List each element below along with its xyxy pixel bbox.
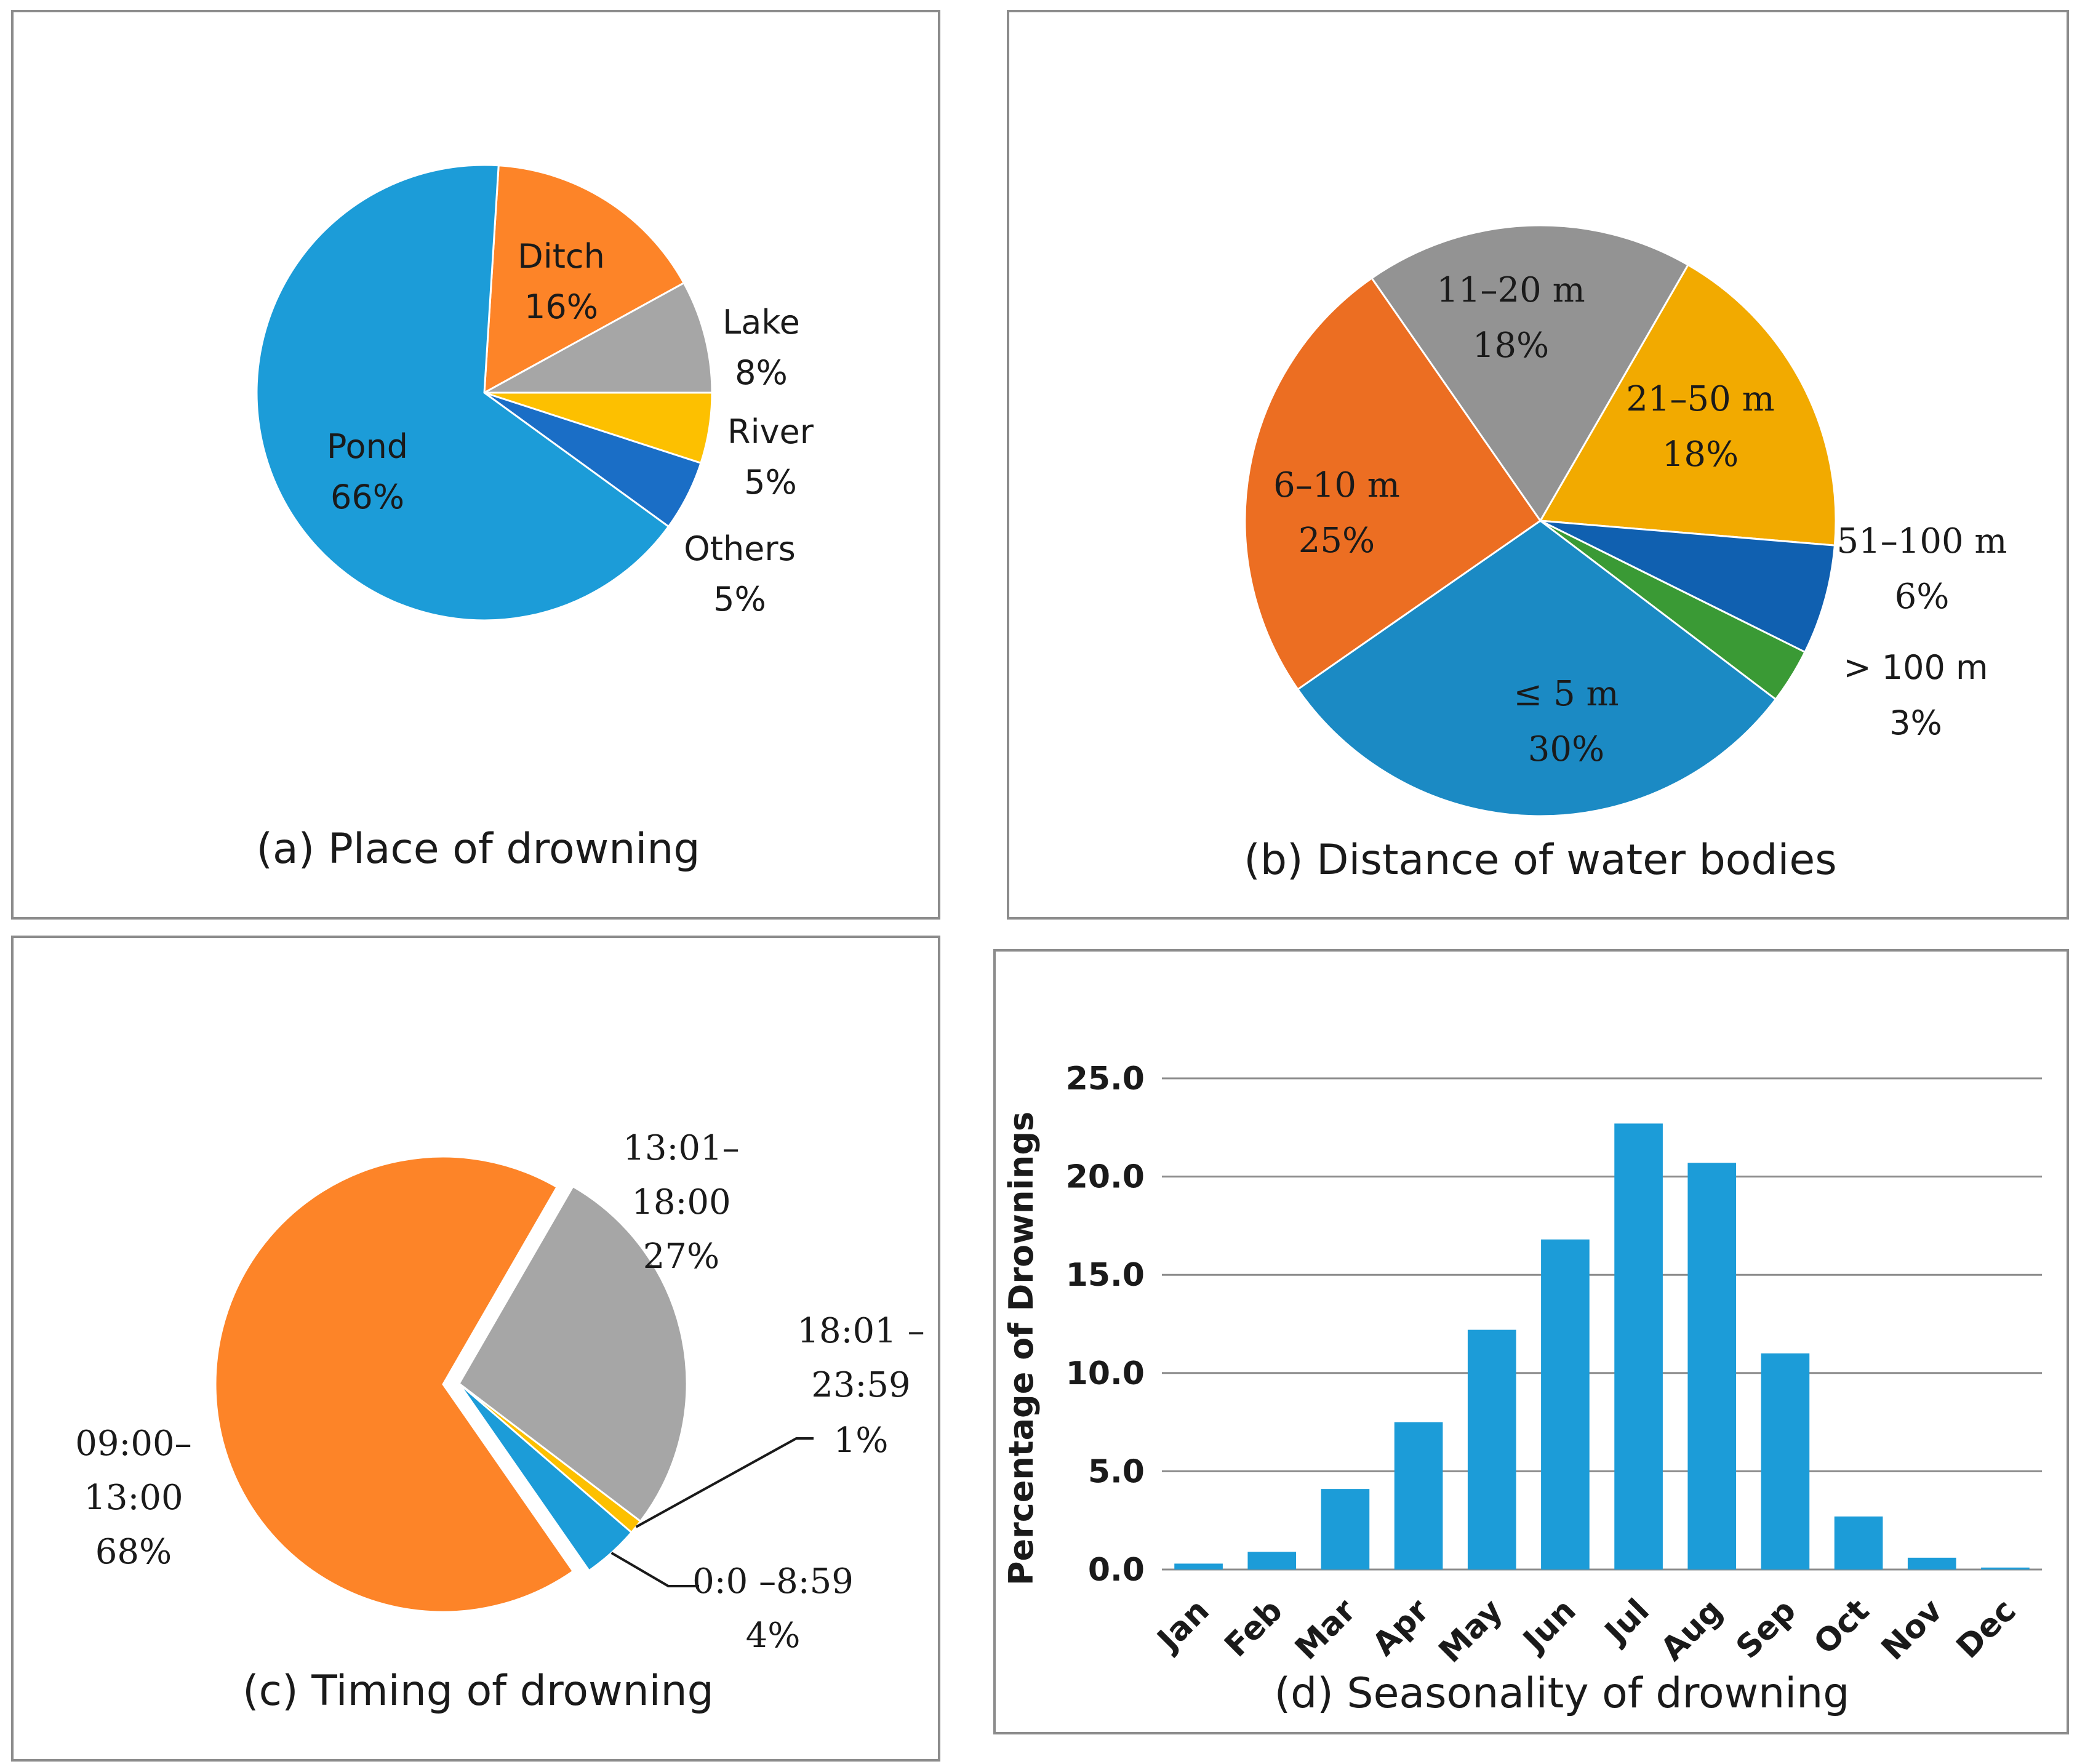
x-tick-label-feb: Feb: [1218, 1592, 1290, 1664]
slice-percent-6-10-m: 25%: [1299, 521, 1375, 561]
bar-apr: [1394, 1422, 1443, 1570]
slice-name-51-100-m: 51–100 m: [1836, 521, 2007, 561]
slice-name-ditch: Ditch: [518, 237, 605, 276]
slice-name-09-00-13-00-line-2: 13:00: [84, 1478, 183, 1518]
slice-name-11-20-m: 11–20 m: [1436, 270, 1585, 310]
bar-feb: [1247, 1552, 1297, 1570]
chart-title: (b) Distance of water bodies: [1244, 836, 1836, 884]
y-tick-label-25-0: 25.0: [1066, 1060, 1145, 1097]
slice-percent-51-100-m: 6%: [1895, 577, 1950, 617]
x-tick-label-may: May: [1432, 1592, 1510, 1670]
slice-name-100-m: > 100 m: [1843, 648, 1988, 687]
panel-distance-of-water-bodies: 21–50 m 18% 51–100 m 6% > 100 m 3% ≤ 5 m 30% 6–1…: [1007, 10, 2069, 920]
slice-percent-lake: 8%: [735, 353, 788, 392]
slice-name-13-01-18-00-line-1: 13:01–: [623, 1128, 739, 1168]
x-tick-label-sep: Sep: [1729, 1592, 1803, 1666]
bar-jun: [1541, 1239, 1590, 1570]
slice-percent-ditch: 16%: [524, 287, 598, 326]
pie-slice-11-20-m: [1370, 224, 1690, 523]
y-tick-label-0-0: 0.0: [1088, 1552, 1145, 1589]
bar-may: [1467, 1329, 1516, 1570]
slice-name-6-10-m: 6–10 m: [1273, 465, 1400, 505]
slice-percent-18-01-23-59: 1%: [834, 1421, 889, 1461]
bar-aug: [1687, 1163, 1737, 1570]
slice-name-pond: Pond: [327, 427, 408, 466]
slice-name-09-00-13-00-line-1: 09:00–: [75, 1424, 191, 1464]
slice-name-5-m: ≤ 5 m: [1513, 674, 1619, 714]
bar-dec: [1981, 1567, 2030, 1570]
chart-title: (d) Seasonality of drowning: [1275, 1669, 1850, 1718]
panel-seasonality-of-drowning: 0.0 5.0 10.0 15.0 20.0 25.0 Jan Feb Mar Apr May Ju…: [993, 949, 2069, 1734]
y-tick-label-10-0: 10.0: [1066, 1355, 1145, 1392]
bar-sep: [1761, 1353, 1810, 1570]
slice-percent-13-01-18-00: 27%: [643, 1237, 719, 1277]
slice-percent-09-00-13-00: 68%: [95, 1532, 172, 1572]
slice-name-others: Others: [684, 529, 795, 568]
slice-percent-pond: 66%: [330, 478, 404, 516]
bar-jul: [1614, 1123, 1663, 1570]
y-axis-label: Percentage of Drownings: [1002, 1112, 1041, 1586]
y-tick-label-20-0: 20.0: [1066, 1159, 1145, 1196]
pie-slice-51-100-m: [1540, 519, 1836, 654]
bar-nov: [1907, 1557, 1956, 1570]
x-tick-label-aug: Aug: [1654, 1592, 1730, 1668]
pie-slice-lake: [484, 281, 713, 394]
y-tick-label-5-0: 5.0: [1088, 1453, 1145, 1490]
pie-chart-place: Ditch 16% Lake 8% River 5% Others 5% Pond 66% (a)…: [255, 164, 814, 873]
x-tick-label-nov: Nov: [1875, 1592, 1950, 1668]
pie-slice-pond: [255, 164, 670, 622]
leader-line-18-01: [635, 1437, 814, 1528]
x-tick-label-dec: Dec: [1950, 1592, 2023, 1666]
x-tick-label-oct: Oct: [1807, 1592, 1876, 1662]
slice-name-lake: Lake: [722, 303, 800, 342]
y-tick-label-15-0: 15.0: [1066, 1257, 1145, 1294]
slice-percent-0-0-8-59: 4%: [746, 1616, 801, 1656]
pie-slice-21-50-m: [1539, 263, 1837, 547]
leader-line-0-0: [610, 1552, 699, 1587]
panel-timing-of-drowning: 13:01– 18:00 27% 18:01 – 23:59 1% 0:0 –8:59 4% 0…: [11, 936, 940, 1762]
slice-percent-others: 5%: [713, 580, 766, 619]
pie-slice-13-01-18-00: [458, 1185, 688, 1523]
slice-name-21-50-m: 21–50 m: [1626, 379, 1774, 419]
slice-name-0-0-8-59-line-1: 0:0 –8:59: [692, 1562, 854, 1602]
slice-percent-5-m: 30%: [1528, 729, 1604, 769]
panel-place-of-drowning: Ditch 16% Lake 8% River 5% Others 5% Pond 66% (a)…: [11, 10, 940, 920]
x-tick-label-mar: Mar: [1288, 1592, 1363, 1667]
x-tick-label-apr: Apr: [1366, 1592, 1437, 1664]
x-tick-label-jul: Jul: [1597, 1592, 1657, 1652]
pie-chart-timing: 13:01– 18:00 27% 18:01 – 23:59 1% 0:0 –8:59 4% 0…: [75, 1128, 924, 1715]
slice-name-river: River: [727, 412, 814, 451]
slice-percent-100-m: 3%: [1889, 704, 1942, 742]
x-tick-label-jan: Jan: [1150, 1592, 1217, 1659]
pie-slice-5-m: [1296, 519, 1777, 817]
bar-oct: [1834, 1516, 1883, 1570]
slice-percent-11-20-m: 18%: [1473, 326, 1549, 366]
slice-name-18-01-23-59-line-2: 23:59: [811, 1365, 910, 1405]
bar-jan: [1174, 1563, 1223, 1570]
pie-slice-09-00-13-00: [214, 1155, 575, 1613]
chart-title: (c) Timing of drowning: [242, 1667, 714, 1715]
slice-name-18-01-23-59-line-1: 18:01 –: [797, 1311, 924, 1351]
pie-chart-distance: 21–50 m 18% 51–100 m 6% > 100 m 3% ≤ 5 m 30% 6–1…: [1244, 224, 2007, 884]
bar-mar: [1321, 1489, 1370, 1570]
pie-slice-6-10-m: [1244, 276, 1542, 691]
chart-title: (a) Place of drowning: [256, 825, 700, 873]
pie-slice-ditch: [483, 164, 686, 395]
slice-percent-21-50-m: 18%: [1662, 435, 1739, 475]
slice-name-13-01-18-00-line-2: 18:00: [631, 1182, 730, 1222]
x-tick-label-jun: Jun: [1515, 1592, 1583, 1661]
slice-percent-river: 5%: [744, 463, 797, 502]
